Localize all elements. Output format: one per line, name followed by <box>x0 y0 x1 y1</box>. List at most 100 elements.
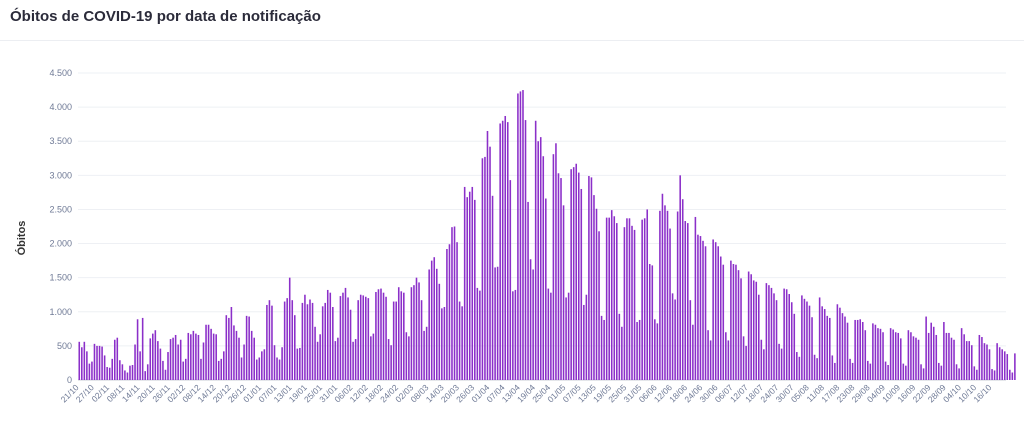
bar <box>403 292 405 380</box>
bar <box>326 289 329 380</box>
bar <box>392 301 395 380</box>
bar <box>255 359 258 380</box>
bar <box>664 205 666 380</box>
bar <box>119 360 121 380</box>
bar <box>157 341 159 380</box>
bar <box>633 229 636 380</box>
bar <box>760 339 763 380</box>
bar <box>674 299 676 380</box>
bar <box>963 334 965 380</box>
bar <box>220 358 223 380</box>
bar <box>752 280 755 380</box>
bar <box>210 328 212 380</box>
bar <box>565 297 567 380</box>
bar <box>874 324 877 380</box>
bar <box>288 277 291 380</box>
bar <box>207 324 210 380</box>
bar <box>938 362 940 380</box>
bar <box>1009 369 1011 380</box>
bar <box>126 372 129 380</box>
bar <box>945 332 948 380</box>
bar <box>400 291 403 380</box>
bar <box>266 304 268 380</box>
bar <box>83 341 86 380</box>
bar <box>359 294 362 380</box>
bar <box>448 244 451 380</box>
bar <box>651 265 654 380</box>
bar <box>950 337 953 380</box>
bar <box>238 337 240 380</box>
bar <box>681 199 684 380</box>
bar <box>841 313 844 380</box>
bar <box>590 177 593 380</box>
bar <box>585 294 588 380</box>
bar <box>628 218 631 380</box>
bar <box>453 226 456 380</box>
bar <box>1014 353 1016 380</box>
bar <box>471 186 474 380</box>
bar <box>692 324 694 380</box>
bar <box>263 349 266 380</box>
y-tick-label: 1.000 <box>49 307 72 317</box>
bar <box>580 188 583 380</box>
bar <box>846 322 849 380</box>
bar <box>159 348 162 380</box>
header-divider <box>0 40 1024 41</box>
bar <box>813 354 816 380</box>
bar <box>550 292 552 380</box>
bar <box>709 340 712 380</box>
bar <box>113 339 116 380</box>
bar <box>517 93 519 380</box>
chart-title: Óbitos de COVID-19 por data de notificaç… <box>10 8 321 25</box>
bar <box>839 307 841 380</box>
bar <box>598 231 600 380</box>
bar <box>423 330 425 380</box>
bar <box>884 361 887 380</box>
bar <box>687 223 689 380</box>
bar <box>699 236 702 380</box>
bar <box>420 300 423 380</box>
bar <box>621 326 623 380</box>
bar <box>707 330 709 380</box>
bar <box>887 364 889 380</box>
bar <box>524 120 527 380</box>
bar <box>704 246 707 380</box>
bar <box>316 341 319 380</box>
bar <box>1011 372 1014 380</box>
bar <box>899 338 902 380</box>
bar <box>446 249 448 380</box>
bar <box>702 240 704 380</box>
bar <box>793 313 796 380</box>
bar <box>250 330 253 380</box>
bar <box>768 285 770 380</box>
bar <box>669 228 671 380</box>
bar <box>648 264 651 380</box>
bar <box>529 259 532 380</box>
bar <box>915 337 917 380</box>
bar <box>859 319 861 380</box>
bar <box>443 307 446 380</box>
bar <box>121 364 124 380</box>
bar <box>780 348 783 380</box>
bar <box>897 332 900 380</box>
bar <box>514 289 517 380</box>
bar <box>324 302 326 380</box>
bar <box>306 304 309 380</box>
bar <box>134 344 136 380</box>
bar <box>494 267 496 380</box>
bar <box>527 201 529 380</box>
bar <box>377 289 380 380</box>
bar <box>907 330 910 380</box>
bar <box>849 358 851 380</box>
bar <box>935 334 938 380</box>
bar <box>301 302 304 380</box>
bar <box>397 287 400 380</box>
y-tick-label: 500 <box>57 341 72 351</box>
y-tick-label: 0 <box>67 375 72 385</box>
bar <box>200 358 202 380</box>
bar <box>319 334 321 380</box>
bar <box>131 364 134 380</box>
bar <box>506 122 509 381</box>
bar <box>545 198 547 380</box>
bar <box>228 317 230 380</box>
